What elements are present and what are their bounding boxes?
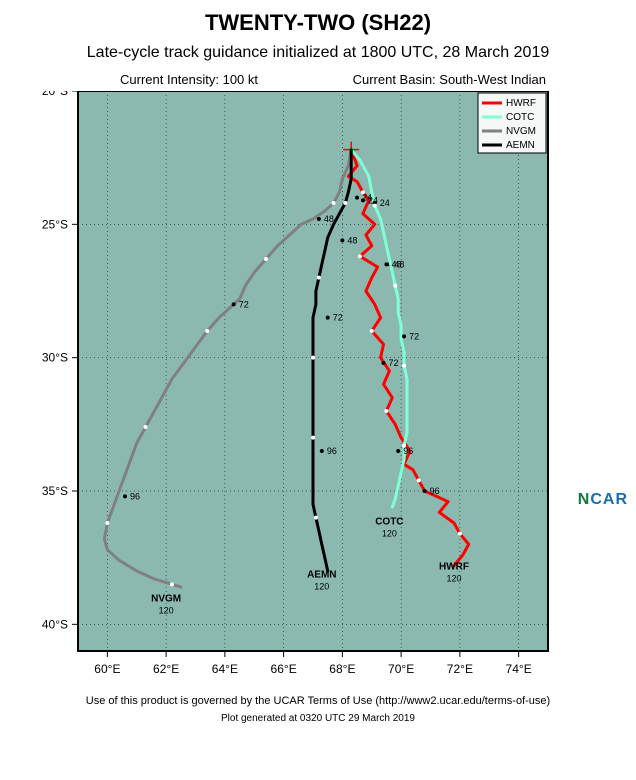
svg-text:68°E: 68°E: [329, 662, 355, 676]
svg-text:62°E: 62°E: [153, 662, 179, 676]
svg-text:25°S: 25°S: [42, 217, 68, 231]
page-title: TWENTY-TWO (SH22): [0, 0, 636, 36]
svg-text:48: 48: [324, 214, 334, 224]
footer-generated: Plot generated at 0320 UTC 29 March 2019: [0, 713, 636, 724]
info-row: Current Intensity: 100 kt Current Basin:…: [0, 62, 636, 91]
svg-text:20°S: 20°S: [42, 91, 68, 98]
svg-text:72°E: 72°E: [447, 662, 473, 676]
plot-container: 60°E 62°E 64°E 66°E 68°E 70°E 72°E 74°E 20°S 25°S…: [0, 91, 636, 691]
svg-text:24: 24: [368, 195, 378, 205]
svg-text:96: 96: [327, 446, 337, 456]
track-chart: 60°E 62°E 64°E 66°E 68°E 70°E 72°E 74°E 20°S 25°S…: [0, 91, 636, 691]
svg-text:70°E: 70°E: [388, 662, 414, 676]
svg-text:HWRF: HWRF: [439, 562, 469, 573]
svg-text:30°S: 30°S: [42, 351, 68, 365]
ncar-logo-car: CAR: [590, 491, 628, 508]
svg-text:COTC: COTC: [375, 516, 403, 527]
svg-text:35°S: 35°S: [42, 484, 68, 498]
svg-text:24: 24: [380, 198, 390, 208]
basin-label: Current Basin: South-West Indian: [353, 72, 546, 87]
svg-text:72: 72: [333, 313, 343, 323]
svg-text:74°E: 74°E: [506, 662, 532, 676]
svg-text:120: 120: [314, 582, 329, 592]
svg-text:NVGM: NVGM: [506, 126, 536, 137]
svg-text:40°S: 40°S: [42, 617, 68, 631]
svg-text:66°E: 66°E: [271, 662, 297, 676]
svg-text:48: 48: [391, 259, 401, 269]
ncar-logo: NCAR: [578, 491, 628, 509]
subtitle: Late-cycle track guidance initialized at…: [0, 36, 636, 62]
ncar-logo-n: N: [578, 491, 591, 508]
svg-text:60°E: 60°E: [94, 662, 120, 676]
svg-text:96: 96: [430, 486, 440, 496]
svg-text:AEMN: AEMN: [506, 140, 535, 151]
svg-text:72: 72: [409, 331, 419, 341]
svg-text:120: 120: [446, 574, 461, 584]
intensity-label: Current Intensity: 100 kt: [120, 72, 258, 87]
svg-text:COTC: COTC: [506, 112, 534, 123]
svg-text:AEMN: AEMN: [307, 570, 336, 581]
svg-text:72: 72: [389, 358, 399, 368]
svg-text:48: 48: [347, 235, 357, 245]
footer-terms: Use of this product is governed by the U…: [0, 695, 636, 707]
svg-text:NVGM: NVGM: [151, 594, 181, 605]
svg-text:HWRF: HWRF: [506, 98, 536, 109]
svg-text:64°E: 64°E: [212, 662, 238, 676]
svg-text:120: 120: [382, 528, 397, 538]
svg-text:72: 72: [239, 299, 249, 309]
svg-text:120: 120: [159, 606, 174, 616]
svg-text:96: 96: [130, 491, 140, 501]
